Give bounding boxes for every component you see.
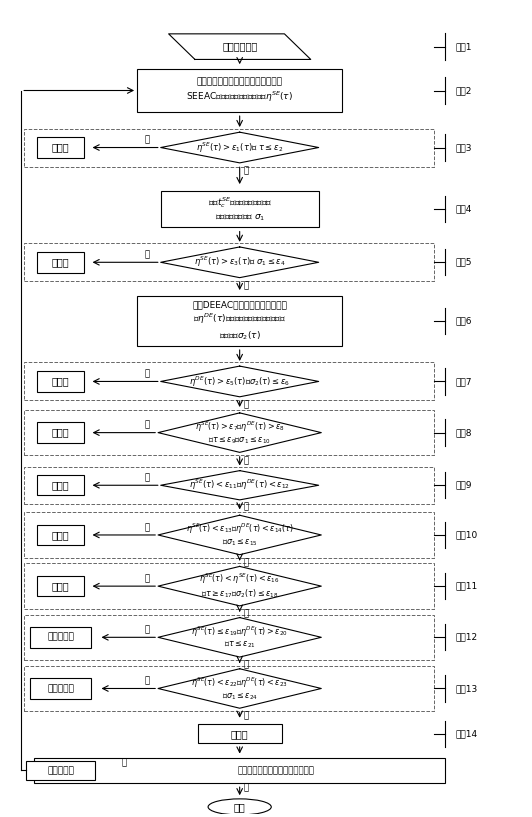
Text: 步骤12: 步骤12: [455, 633, 478, 642]
Text: $\eta^{SE}(\tau)<\varepsilon_{13}$且$\eta^{DE}(\tau)<\varepsilon_{14}(\tau)$
且$\s: $\eta^{SE}(\tau)<\varepsilon_{13}$且$\eta…: [186, 522, 294, 548]
Text: 临界类: 临界类: [231, 729, 248, 739]
Text: 步骤1: 步骤1: [455, 42, 472, 51]
Text: 否: 否: [244, 609, 248, 618]
Text: 是: 是: [145, 136, 150, 145]
Ellipse shape: [208, 799, 271, 815]
Text: 步骤5: 步骤5: [455, 258, 472, 267]
Text: $\eta^{SE}(\tau)<\eta^{SE}(\tau)<\varepsilon_{16}$
且$\tau\geq\varepsilon_{17}$且$: $\eta^{SE}(\tau)<\eta^{SE}(\tau)<\vareps…: [200, 572, 280, 600]
Text: 求得$t_c^{SE}$，并获得反映研究算
例时变程度的指标 $\sigma_1$: 求得$t_c^{SE}$，并获得反映研究算 例时变程度的指标 $\sigma_1…: [207, 195, 272, 223]
Text: 稳定类: 稳定类: [52, 427, 70, 438]
Text: 是: 是: [145, 626, 150, 635]
Polygon shape: [158, 413, 321, 453]
FancyBboxPatch shape: [37, 475, 85, 495]
Text: $\eta^{SE}(\tau)>\varepsilon_7$且$\eta^{DE}(\tau)>\varepsilon_8$
且$\tau\leq\varep: $\eta^{SE}(\tau)>\varepsilon_7$且$\eta^{D…: [195, 419, 285, 446]
Polygon shape: [161, 247, 319, 278]
Text: 疑似失稳类: 疑似失稳类: [47, 684, 74, 693]
Text: 否: 否: [244, 502, 248, 511]
Text: 步骤8: 步骤8: [455, 428, 472, 437]
FancyBboxPatch shape: [35, 758, 445, 783]
FancyBboxPatch shape: [30, 678, 91, 699]
FancyBboxPatch shape: [137, 69, 342, 112]
Text: 步骤2: 步骤2: [455, 86, 472, 95]
Polygon shape: [161, 471, 319, 500]
Text: 否: 否: [244, 400, 248, 409]
Polygon shape: [158, 618, 321, 657]
Text: 完成预想故障全集所有算例的分类: 完成预想故障全集所有算例的分类: [238, 766, 315, 775]
FancyBboxPatch shape: [30, 627, 91, 648]
Text: $\eta^{DE}(\tau)>\varepsilon_5(\tau)$且$\sigma_2(\tau)\leq\varepsilon_6$: $\eta^{DE}(\tau)>\varepsilon_5(\tau)$且$\…: [189, 374, 290, 389]
Text: 否: 否: [244, 456, 248, 465]
Text: 失稳类: 失稳类: [52, 530, 70, 540]
Polygon shape: [158, 566, 321, 606]
Text: 是: 是: [244, 784, 248, 792]
Text: 应用DEEAC算法计算其暂态稳定裕
度$\eta^{DE}(\tau)$，并获得反映研究算例时变程
度的指标$\sigma_2(\tau)$: 应用DEEAC算法计算其暂态稳定裕 度$\eta^{DE}(\tau)$，并获得…: [192, 300, 287, 342]
Text: 步骤3: 步骤3: [455, 143, 472, 152]
Text: 稳定类: 稳定类: [52, 377, 70, 386]
Polygon shape: [169, 33, 311, 60]
Text: 是: 是: [145, 574, 150, 583]
Text: 否: 否: [244, 167, 248, 176]
Text: 稳定类: 稳定类: [52, 142, 70, 153]
Text: 否: 否: [244, 558, 248, 567]
Polygon shape: [161, 366, 319, 397]
Text: 是: 是: [145, 676, 150, 685]
Text: $\eta^{SE}(\tau)<\varepsilon_{11}$且$\eta^{DE}(\tau)<\varepsilon_{12}$: $\eta^{SE}(\tau)<\varepsilon_{11}$且$\eta…: [189, 478, 290, 493]
Text: 预想故障全集: 预想故障全集: [222, 42, 257, 51]
Text: 步骤11: 步骤11: [455, 582, 478, 591]
Text: $\eta^{SE}(\tau)>\varepsilon_3(\tau)$且 $\sigma_1\leq\varepsilon_4$: $\eta^{SE}(\tau)>\varepsilon_3(\tau)$且 $…: [194, 255, 286, 270]
Polygon shape: [161, 132, 319, 163]
Text: $\eta^{SE}(\tau)<\varepsilon_{22}$且$\eta^{DE}(\tau)<\varepsilon_{23}$
且$\sigma_1: $\eta^{SE}(\tau)<\varepsilon_{22}$且$\eta…: [191, 676, 288, 702]
FancyBboxPatch shape: [137, 296, 342, 346]
Text: 是: 是: [145, 473, 150, 483]
Text: 步骤4: 步骤4: [455, 204, 472, 213]
Text: 步骤9: 步骤9: [455, 480, 472, 489]
Text: 失稳类: 失稳类: [52, 581, 70, 592]
Text: 失稳类: 失稳类: [52, 480, 70, 490]
Text: 是: 是: [145, 523, 150, 532]
FancyBboxPatch shape: [37, 422, 85, 443]
FancyBboxPatch shape: [27, 761, 95, 780]
Text: $\eta^{SE}(\tau)>\varepsilon_1(\tau)$且 $\tau\leq\varepsilon_2$: $\eta^{SE}(\tau)>\varepsilon_1(\tau)$且 $…: [196, 141, 283, 154]
Text: 否: 否: [244, 661, 248, 670]
FancyBboxPatch shape: [161, 190, 319, 227]
Text: $\eta^{SE}(\tau)\leq\varepsilon_{19}$且$\eta^{DE}(\tau)>\varepsilon_{20}$
且$\tau\: $\eta^{SE}(\tau)\leq\varepsilon_{19}$且$\…: [191, 624, 288, 650]
Text: 取下一算例: 取下一算例: [47, 766, 74, 775]
Text: 步骤6: 步骤6: [455, 316, 472, 325]
Text: 步骤10: 步骤10: [455, 530, 478, 539]
FancyBboxPatch shape: [197, 725, 282, 743]
Text: 步骤7: 步骤7: [455, 377, 472, 386]
FancyBboxPatch shape: [37, 137, 85, 158]
Polygon shape: [158, 669, 321, 708]
Polygon shape: [158, 516, 321, 555]
Text: 结束: 结束: [234, 802, 246, 812]
Text: 是: 是: [145, 251, 150, 260]
Text: 是: 是: [145, 369, 150, 378]
Text: 否: 否: [121, 758, 127, 767]
Text: 针对预想故障全集中某一算例，应用
SEEAC算法计算其暂态稳定裕度$\eta^{SE}(\tau)$: 针对预想故障全集中某一算例，应用 SEEAC算法计算其暂态稳定裕度$\eta^{…: [186, 78, 293, 104]
FancyBboxPatch shape: [37, 252, 85, 273]
Text: 稳定类: 稳定类: [52, 257, 70, 267]
FancyBboxPatch shape: [37, 371, 85, 391]
FancyBboxPatch shape: [37, 525, 85, 545]
Text: 步骤13: 步骤13: [455, 684, 478, 693]
Text: 否: 否: [244, 281, 248, 290]
FancyBboxPatch shape: [37, 576, 85, 596]
Text: 否: 否: [244, 712, 248, 721]
Text: 疑似稳定类: 疑似稳定类: [47, 633, 74, 642]
Text: 步骤14: 步骤14: [455, 730, 478, 739]
Text: 是: 是: [145, 421, 150, 430]
